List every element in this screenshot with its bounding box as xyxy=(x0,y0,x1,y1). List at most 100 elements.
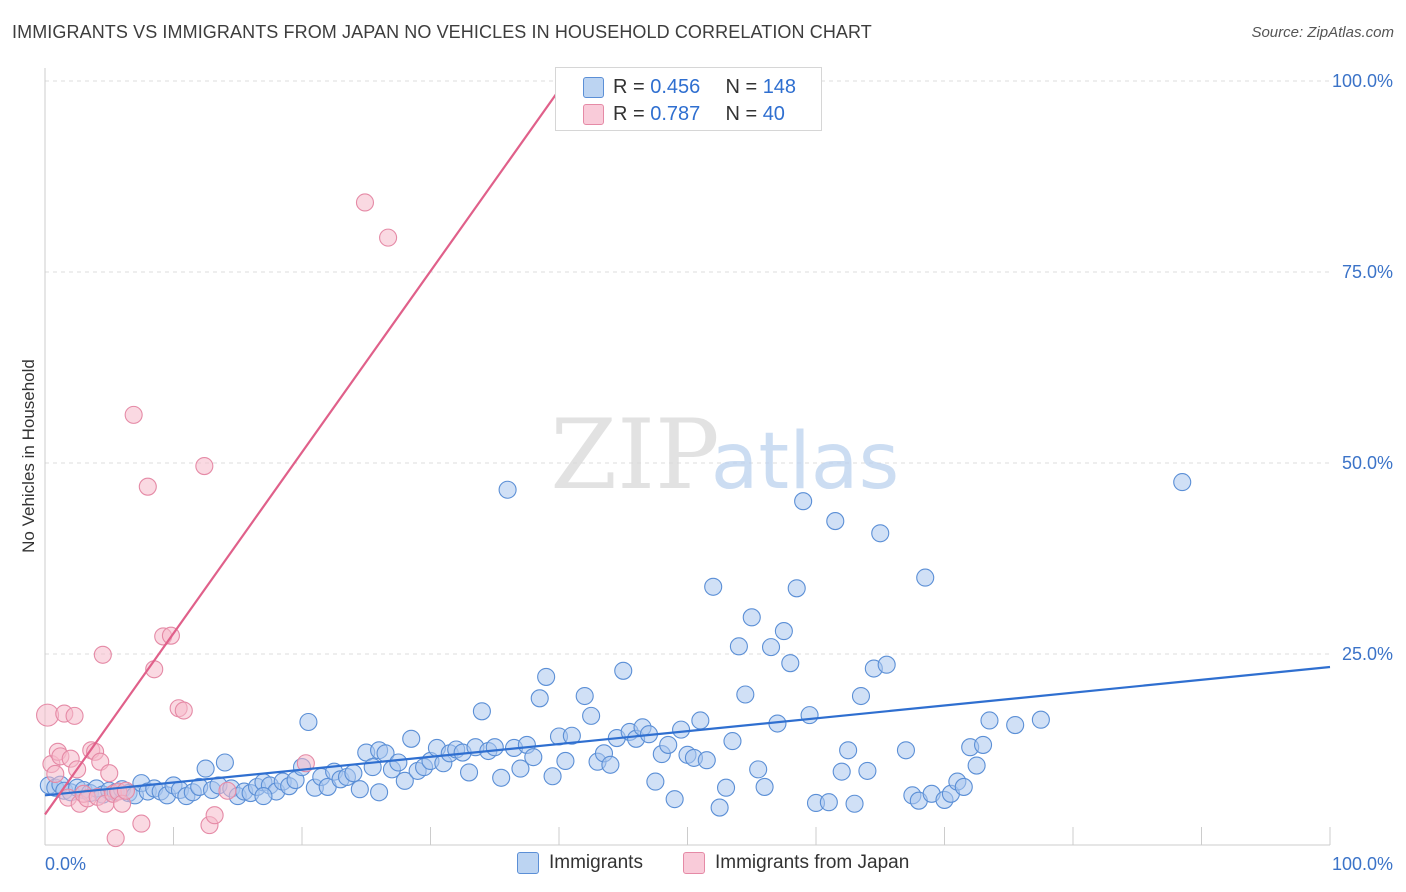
immigrants-point xyxy=(787,579,806,598)
japan-point xyxy=(195,457,214,476)
immigrants-point xyxy=(511,759,530,778)
n-label: N = xyxy=(725,75,763,98)
immigrants-point xyxy=(691,711,710,730)
immigrants-point xyxy=(851,686,871,706)
immigrants-point xyxy=(954,777,973,796)
watermark-zip: ZIP xyxy=(550,399,719,511)
japan-point xyxy=(46,764,65,783)
japan-point xyxy=(116,781,136,800)
immigrants-point xyxy=(524,748,543,767)
japan-point xyxy=(106,829,125,848)
immigrants-point xyxy=(395,771,414,790)
immigrants-point xyxy=(543,767,562,786)
x-tick-label: 100.0% xyxy=(1332,854,1393,874)
y-tick-label: 25.0% xyxy=(1342,644,1393,664)
japan-point xyxy=(355,193,375,212)
legend-item-japan: Immigrants from Japan xyxy=(683,852,909,874)
correlation-legend: R = 0.456 N = 148 R = 0.787 N = 40 xyxy=(555,67,822,131)
japan-point xyxy=(296,754,315,773)
immigrants-point xyxy=(344,764,363,783)
japan-point xyxy=(93,645,112,664)
immigrants-point xyxy=(562,726,581,745)
legend-swatch-pink xyxy=(683,852,705,874)
tick-labels: 25.0% 50.0% 75.0% 100.0% 0.0% 100.0% xyxy=(45,71,1393,874)
immigrants-point xyxy=(716,778,736,797)
immigrants-point xyxy=(704,577,723,596)
immigrants-point xyxy=(980,711,999,730)
immigrants-point xyxy=(492,768,511,787)
legend-swatch-blue xyxy=(583,76,604,98)
gridlines xyxy=(45,80,1330,655)
n-label: N = xyxy=(725,102,763,125)
immigrants-point xyxy=(646,772,665,791)
immigrants-point xyxy=(800,706,819,725)
immigrants-point xyxy=(370,783,389,802)
legend-label-japan: Immigrants from Japan xyxy=(715,852,910,873)
immigrants-point xyxy=(485,738,504,757)
immigrants-point xyxy=(350,780,369,799)
immigrants-point xyxy=(967,756,986,775)
immigrants-point xyxy=(755,777,774,796)
immigrants-point xyxy=(196,759,215,778)
immigrants-point xyxy=(402,729,421,748)
immigrants-point xyxy=(575,686,594,706)
watermark-atlas: atlas xyxy=(711,417,900,507)
japan-point xyxy=(174,701,193,720)
immigrants-point xyxy=(877,655,896,674)
r-label: R = xyxy=(613,102,651,125)
immigrants-point xyxy=(299,712,318,732)
immigrants-point xyxy=(832,762,851,781)
immigrants-point xyxy=(794,492,813,511)
immigrants-point xyxy=(896,741,916,760)
immigrants-point xyxy=(672,720,691,739)
immigrants-point xyxy=(774,622,793,641)
immigrants-point xyxy=(498,480,517,499)
immigrants-point xyxy=(871,524,890,543)
chart-title: IMMIGRANTS VS IMMIGRANTS FROM JAPAN NO V… xyxy=(12,22,872,42)
legend-label-immigrants: Immigrants xyxy=(549,852,643,873)
immigrants-point xyxy=(537,667,556,686)
immigrants-point xyxy=(601,755,620,774)
immigrants-point xyxy=(826,512,845,531)
japan-point xyxy=(36,703,60,727)
japan-point xyxy=(100,764,119,783)
immigrants-point xyxy=(736,685,755,704)
immigrants-point xyxy=(819,793,838,812)
immigrants-point xyxy=(389,753,408,772)
immigrants-point xyxy=(761,638,781,657)
immigrants-point xyxy=(665,790,684,809)
immigrants-point xyxy=(582,706,601,725)
immigrants-point xyxy=(839,741,858,760)
immigrants-points xyxy=(39,473,1192,817)
immigrants-point xyxy=(916,568,935,587)
immigrants-point xyxy=(973,735,993,754)
japan-point xyxy=(132,814,151,833)
japan-point xyxy=(379,228,398,247)
immigrants-point xyxy=(659,735,678,754)
immigrants-point xyxy=(1006,716,1025,735)
y-tick-label: 75.0% xyxy=(1342,262,1393,282)
immigrants-point xyxy=(858,761,877,780)
immigrants-point xyxy=(459,763,479,782)
legend-swatch-pink xyxy=(583,103,604,125)
y-tick-label: 50.0% xyxy=(1342,453,1393,473)
immigrants-point xyxy=(530,689,549,708)
x-tick-label: 0.0% xyxy=(45,854,86,874)
immigrants-point xyxy=(215,753,234,772)
r-value: 0.787 xyxy=(650,102,701,125)
immigrants-point xyxy=(614,661,633,680)
source-label: Source: ZipAtlas.com xyxy=(1251,24,1394,41)
legend-item-immigrants: Immigrants xyxy=(517,852,643,874)
series-legend: Immigrants Immigrants from Japan xyxy=(0,852,1406,878)
immigrants-point xyxy=(1031,710,1050,729)
immigrants-point xyxy=(749,760,768,779)
immigrants-point xyxy=(781,654,800,673)
japan-point xyxy=(65,706,84,725)
japan-trend-line xyxy=(44,80,567,816)
immigrants-point xyxy=(697,751,716,770)
immigrants-point xyxy=(556,751,575,771)
immigrants-point xyxy=(723,732,742,751)
n-value: 40 xyxy=(762,102,785,125)
r-value: 0.456 xyxy=(650,75,701,98)
y-tick-label: 100.0% xyxy=(1332,71,1393,91)
